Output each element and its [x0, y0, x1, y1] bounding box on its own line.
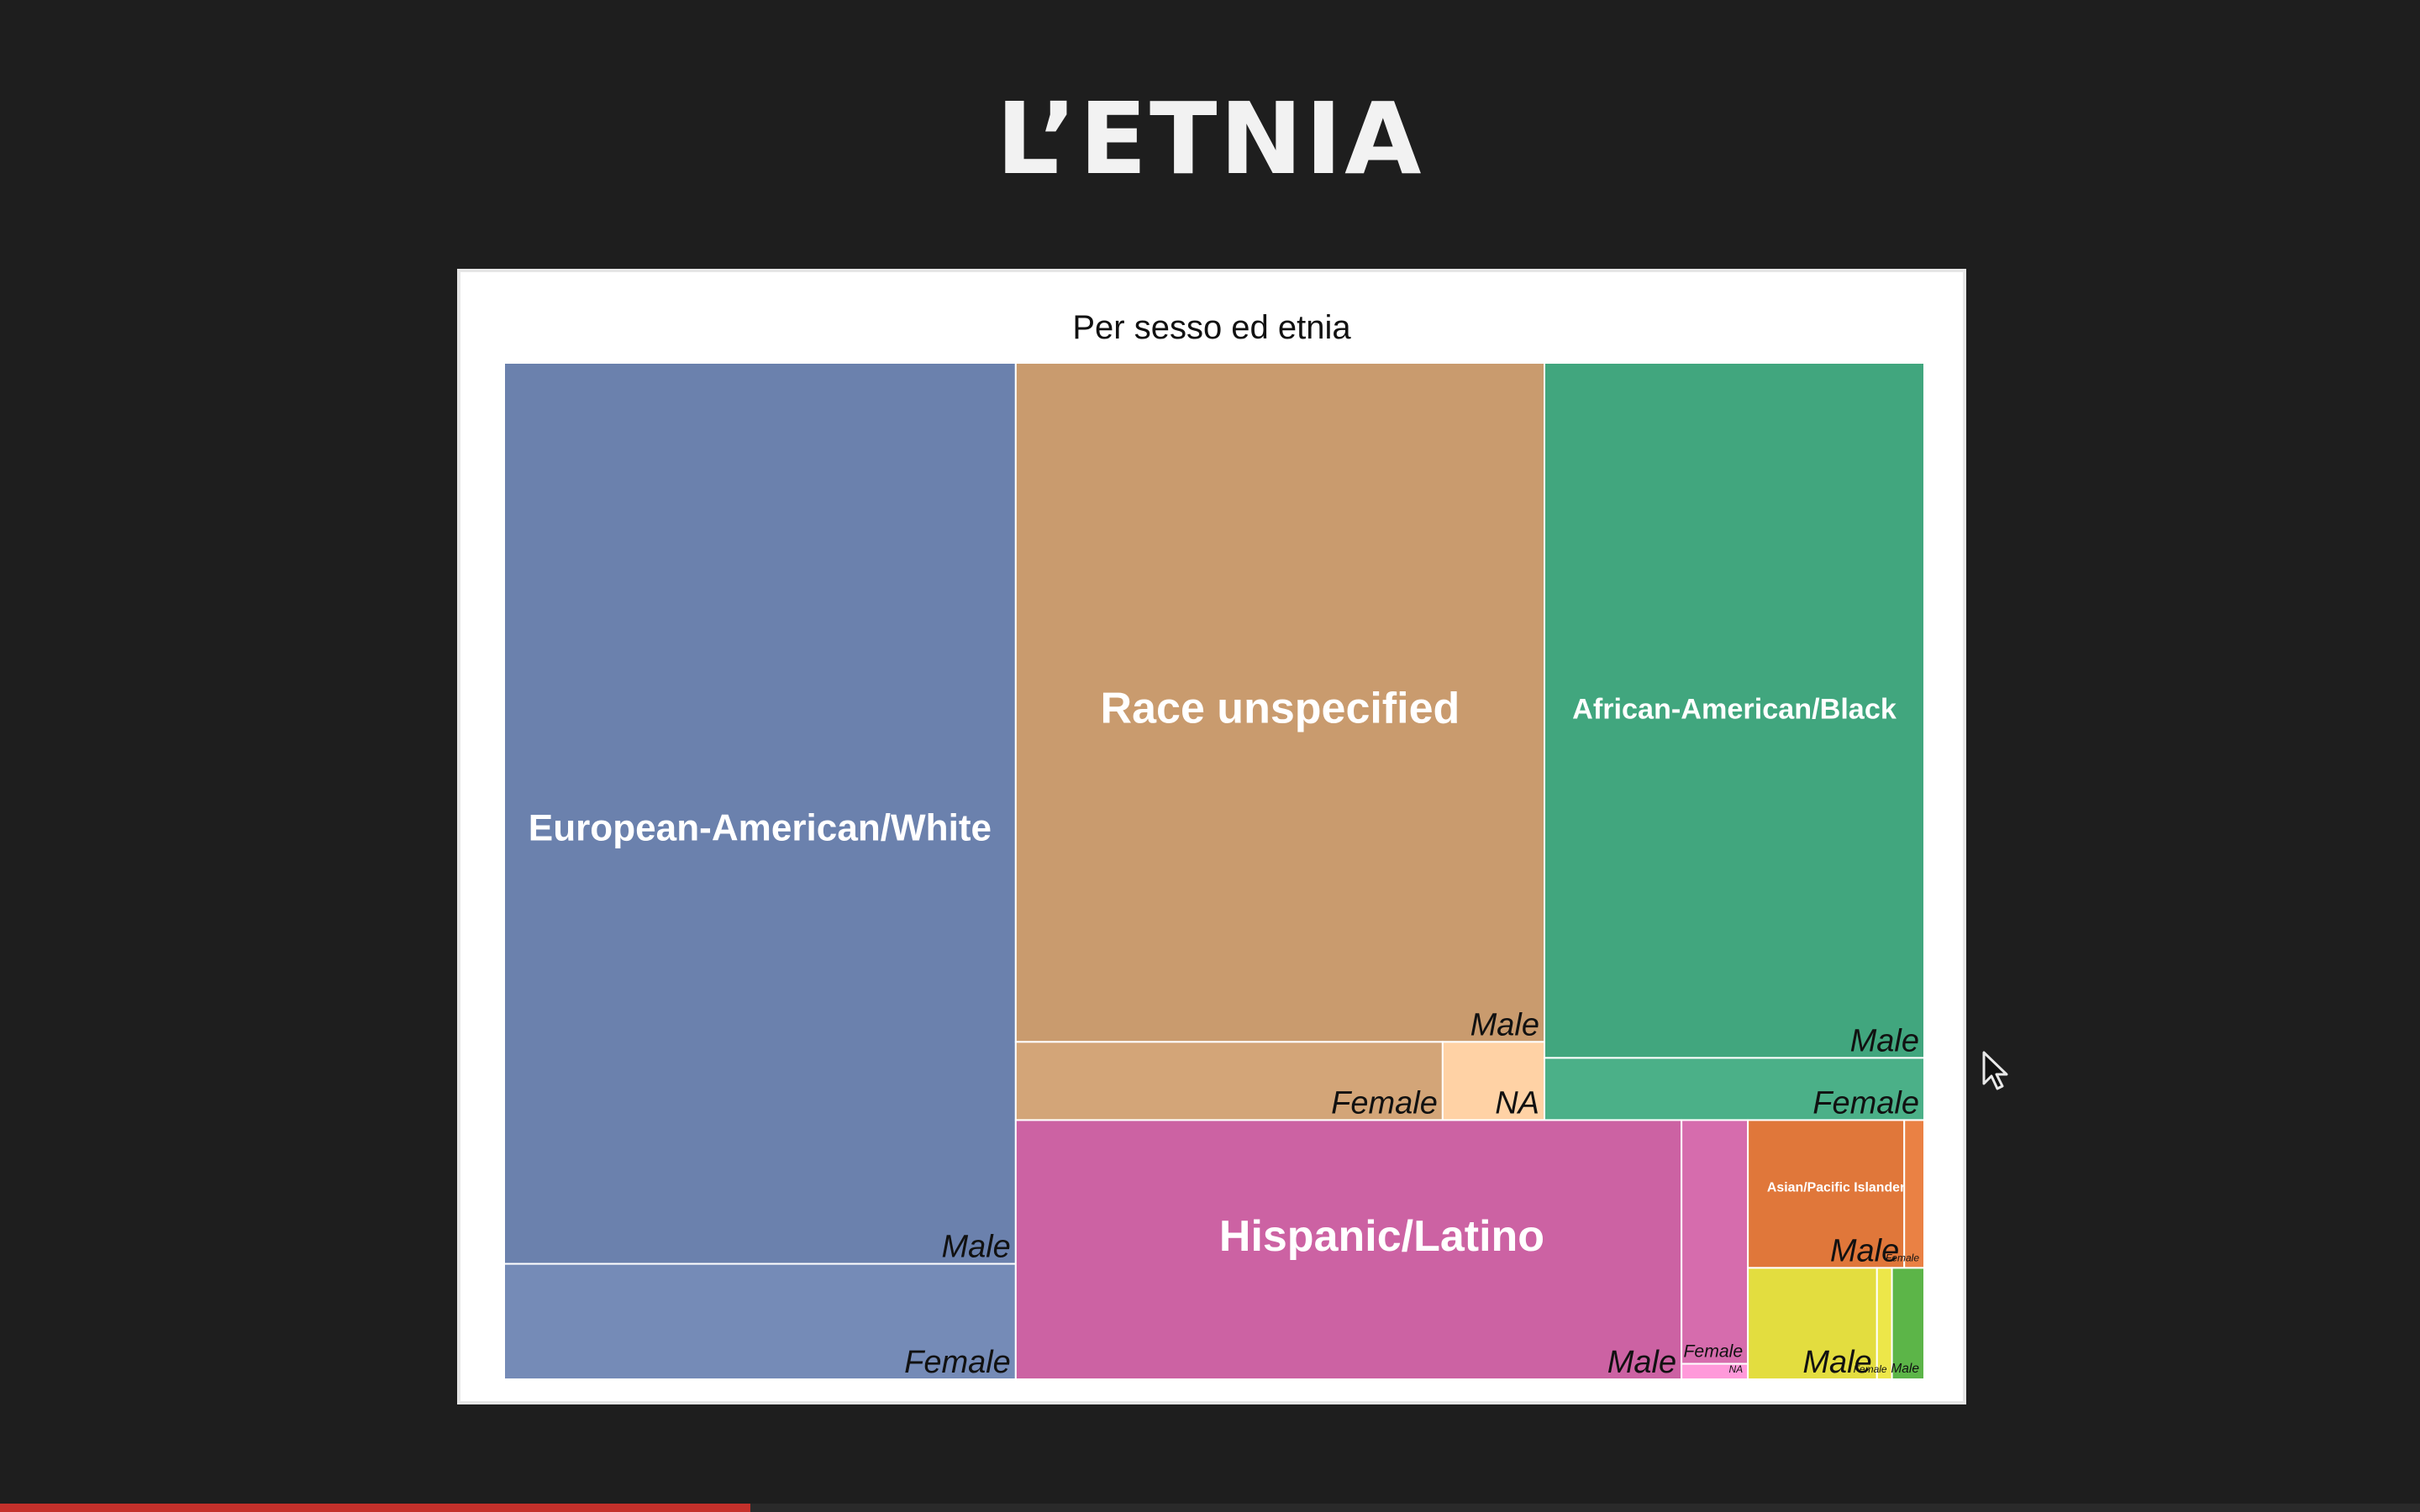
treemap-group-label: Race unspecified	[1101, 684, 1460, 732]
treemap-cell-label: Female	[1854, 1363, 1887, 1375]
treemap-cell-female	[504, 1263, 1017, 1379]
treemap-cell-female	[1681, 1119, 1749, 1365]
treemap-cell-label: Female	[1812, 1085, 1919, 1121]
treemap-group-african-american-black: Male Female African-American/Black	[1544, 363, 1924, 1121]
treemap-group-race-unspecified: Male Female NA Race unspecified	[1014, 363, 1546, 1121]
treemap-group-label: Hispanic/Latino	[1219, 1212, 1544, 1261]
treemap-group: Male	[1891, 1267, 1924, 1379]
treemap-group-european-american-white: Male Female European-American/White	[504, 363, 1017, 1379]
video-progress-bar[interactable]	[0, 1504, 2420, 1512]
treemap-chart: MaleFemaleEuropean-American/WhiteMaleFem…	[504, 363, 1924, 1379]
slide-title: L’ETNIA	[996, 81, 1424, 197]
treemap-cell-label: Female	[1331, 1085, 1438, 1121]
treemap-cell-label: NA	[1495, 1085, 1539, 1121]
treemap-cell-label: Female	[1683, 1342, 1743, 1362]
mouse-cursor-icon	[1982, 1051, 2008, 1090]
treemap-cell-label: Male	[1850, 1023, 1919, 1058]
treemap-cell-male	[1747, 1267, 1878, 1379]
treemap-group-label: Asian/Pacific Islander	[1767, 1181, 1905, 1195]
treemap-cell-label: Male	[1830, 1233, 1899, 1268]
treemap-cell-label: Male	[1607, 1345, 1676, 1379]
treemap-cell-label: Male	[1470, 1007, 1539, 1042]
treemap-cell-label: Male	[1891, 1362, 1919, 1376]
chart-panel: Per sesso ed etnia Male Female European-Am…	[457, 269, 1966, 1404]
treemap-cell-label: NA	[1728, 1363, 1743, 1375]
treemap-cell-female	[1544, 1057, 1924, 1121]
treemap-cell-male	[504, 363, 1017, 1265]
treemap-cell-label: Female	[1886, 1252, 1919, 1263]
treemap-cell-label: Female	[904, 1345, 1011, 1379]
video-progress-fill	[0, 1504, 750, 1512]
treemap-cell-male	[1891, 1267, 1924, 1379]
treemap-cell-label: Male	[1802, 1345, 1871, 1379]
treemap-cell-label: Male	[941, 1230, 1010, 1265]
treemap-group-label: African-American/Black	[1572, 694, 1897, 726]
treemap-cell-male	[1014, 1119, 1683, 1379]
treemap-group-label: European-American/White	[529, 807, 992, 848]
treemap-cell-male	[1544, 363, 1924, 1059]
treemap-cell-female	[1014, 1041, 1444, 1121]
treemap-cell-female	[1903, 1119, 1924, 1269]
chart-title: Per sesso ed etnia	[1072, 309, 1351, 346]
